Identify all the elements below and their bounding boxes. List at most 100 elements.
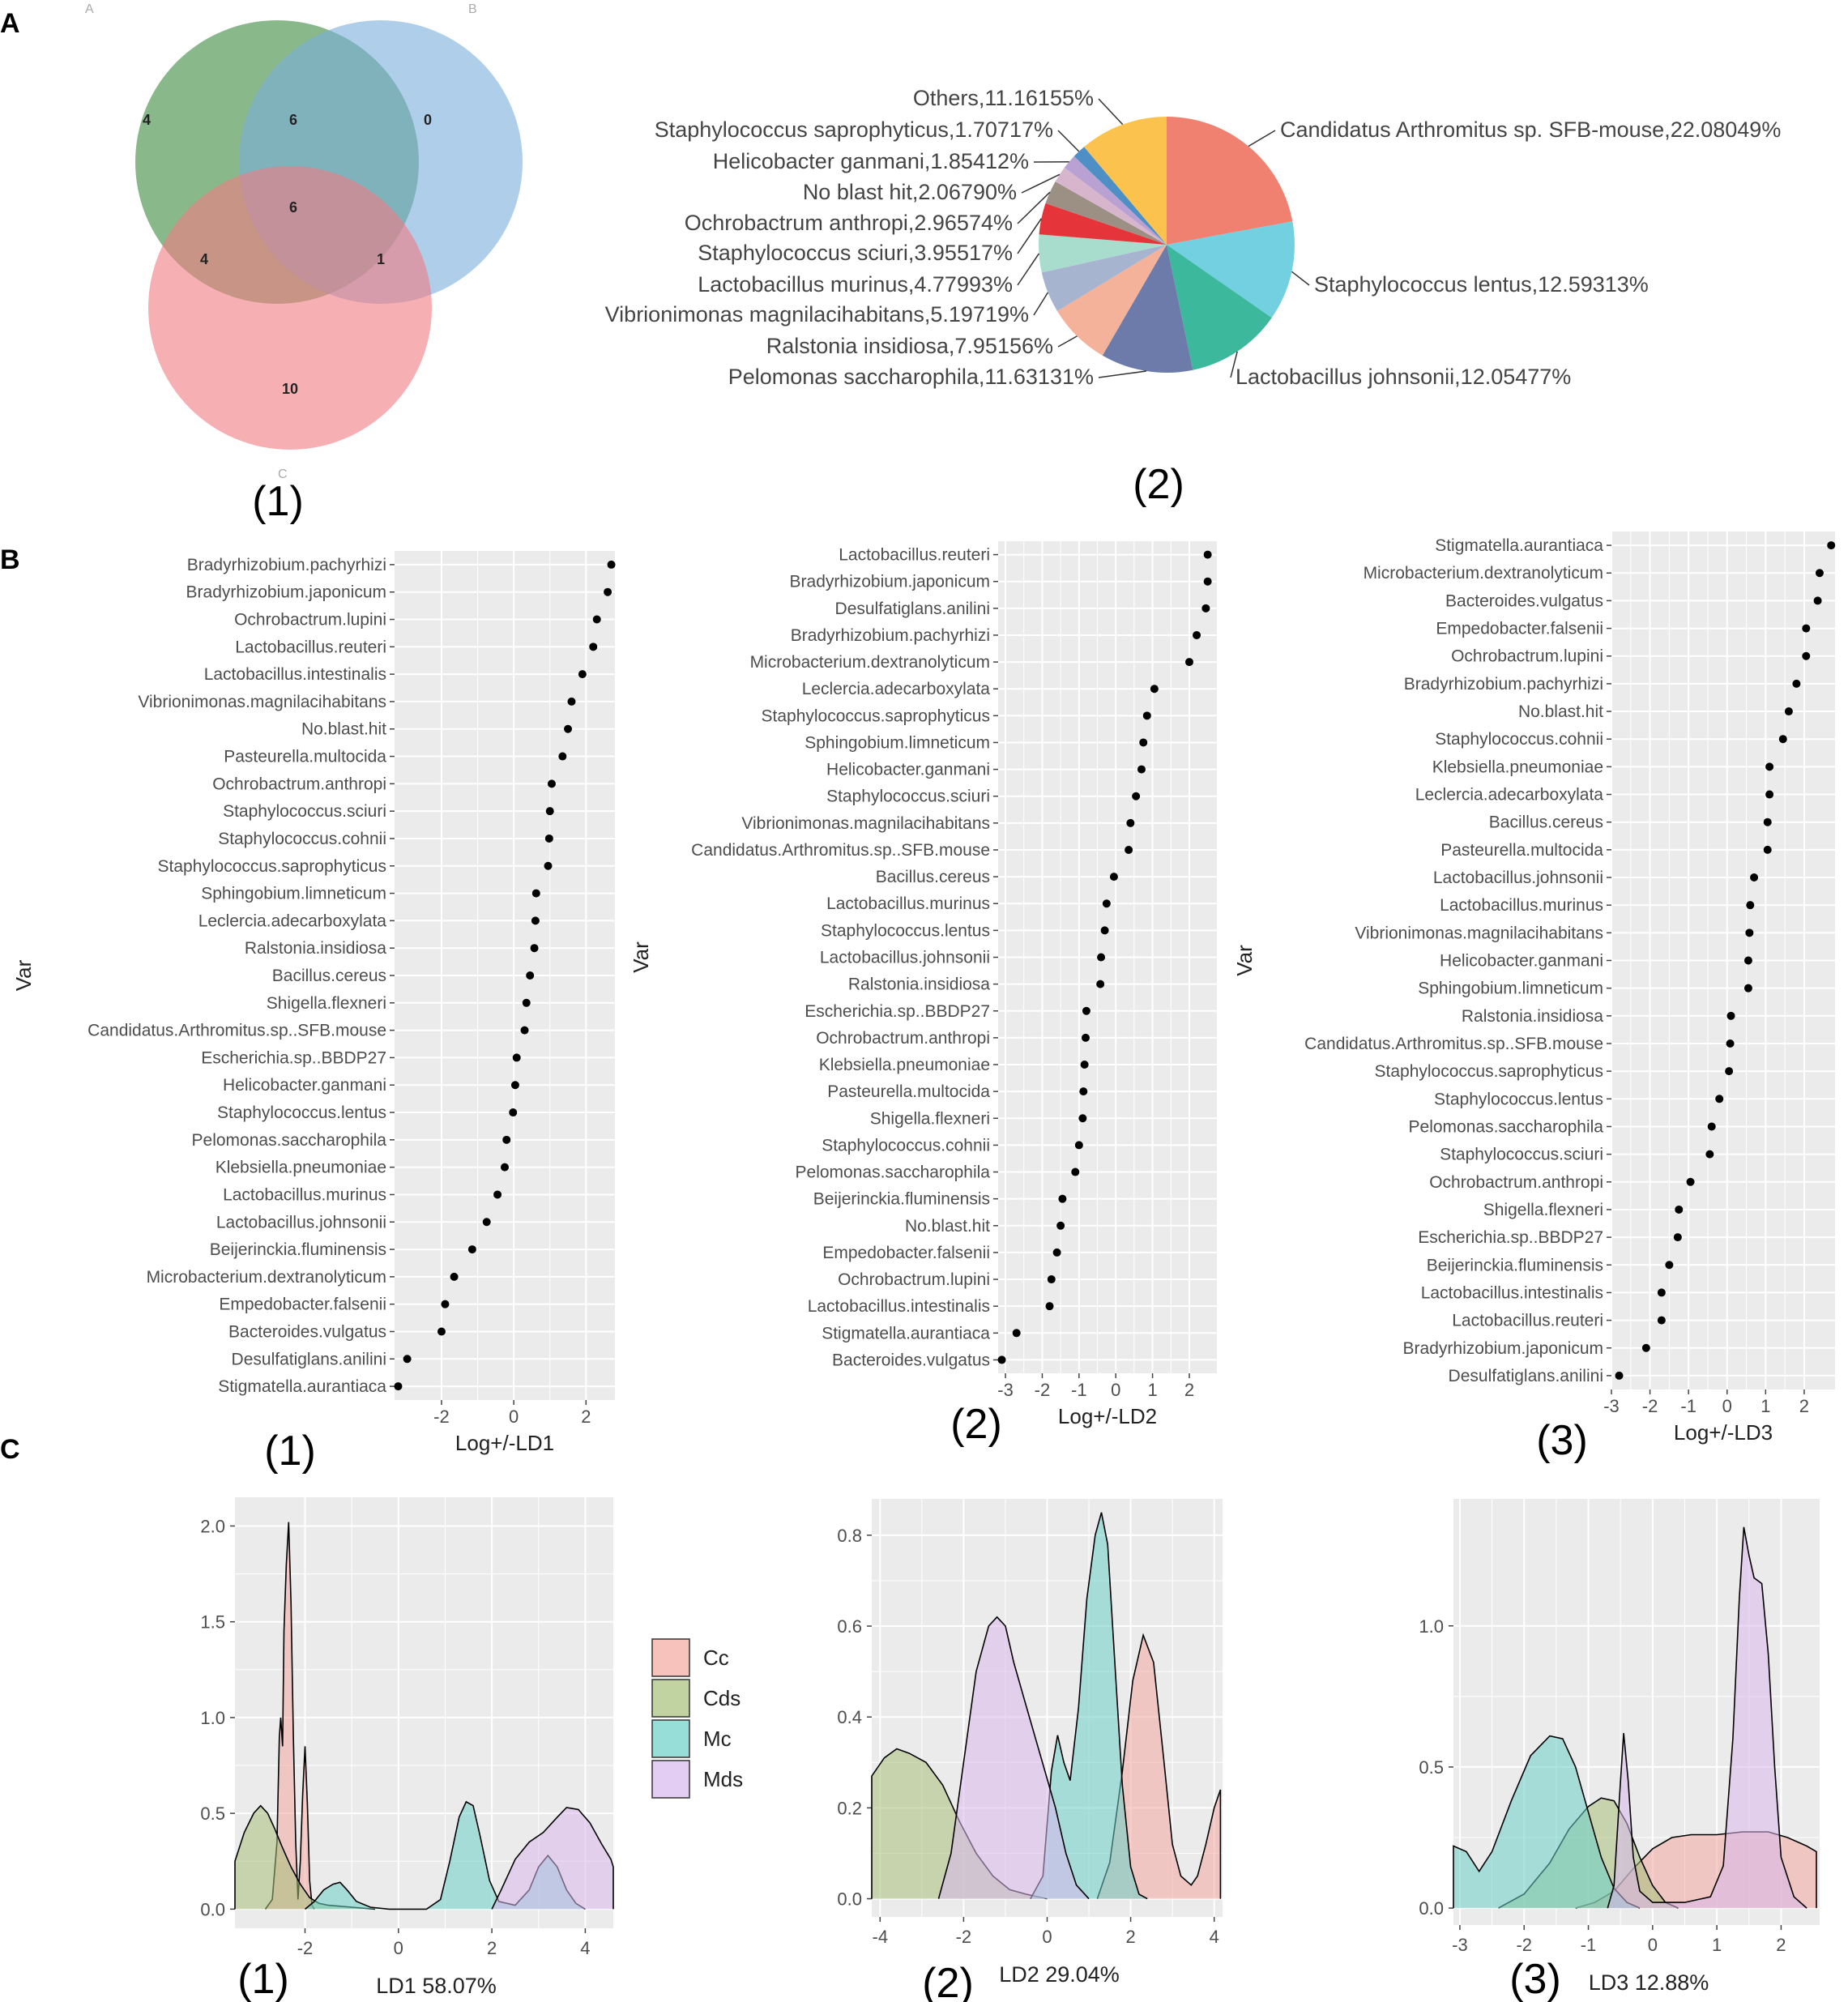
x-tick-label: -1 bbox=[1071, 1380, 1087, 1400]
data-point bbox=[1126, 818, 1135, 827]
y-tick-label: 2.0 bbox=[200, 1516, 225, 1536]
data-point bbox=[1765, 790, 1774, 799]
data-point bbox=[589, 642, 598, 651]
x-tick-label: 1 bbox=[1147, 1380, 1157, 1400]
data-point bbox=[1150, 685, 1159, 694]
x-tick-label: -2 bbox=[433, 1407, 450, 1427]
y-tick-label: Staphylococcus.lentus bbox=[1434, 1090, 1603, 1108]
lda-dotplot-1: -2 0 2 Bradyrhizobium.pachyrhizi Bradyrhizob… bbox=[11, 551, 616, 1475]
x-tick-label: -2 bbox=[1035, 1380, 1051, 1400]
y-tick-label: Staphylococcus.sciuri bbox=[826, 788, 990, 806]
data-point bbox=[1641, 1343, 1650, 1352]
y-tick-label: 0.0 bbox=[200, 1899, 225, 1919]
data-point bbox=[510, 1081, 519, 1090]
y-tick-label: Sphingobium.limneticum bbox=[201, 885, 386, 903]
x-axis-label: LD1 58.07% bbox=[376, 1974, 497, 1998]
y-axis-label: Var bbox=[1232, 945, 1257, 976]
pie-leader-line bbox=[1017, 218, 1042, 254]
x-axis-label: Log+/-LD2 bbox=[1058, 1404, 1157, 1428]
data-point bbox=[1203, 577, 1212, 586]
y-tick-label: Lactobacillus.johnsonii bbox=[216, 1213, 386, 1232]
data-point bbox=[1705, 1150, 1714, 1159]
y-tick-label: 1.0 bbox=[1419, 1616, 1444, 1637]
x-tick-label: -3 bbox=[1452, 1935, 1468, 1955]
x-tick-label: 0 bbox=[1042, 1927, 1052, 1947]
subpanel-caption: (1) bbox=[264, 1428, 316, 1475]
density-curve-mds bbox=[491, 1807, 614, 1910]
y-tick-label: Leclercia.adecarboxylata bbox=[198, 911, 387, 930]
y-tick-label: 0.4 bbox=[837, 1707, 862, 1727]
y-tick-label: Lactobacillus.intestinalis bbox=[808, 1297, 990, 1316]
legend-label: Cds bbox=[703, 1686, 740, 1710]
venn-count-c-only: 10 bbox=[282, 381, 298, 397]
y-tick-label: Bradyrhizobium.japonicum bbox=[790, 573, 990, 591]
y-axis-label: Var bbox=[629, 941, 653, 973]
data-point bbox=[1142, 711, 1151, 720]
data-point bbox=[482, 1218, 491, 1227]
x-tick-label: -3 bbox=[1603, 1396, 1620, 1416]
x-tick-label: -2 bbox=[956, 1927, 972, 1947]
data-point bbox=[531, 916, 540, 925]
data-point bbox=[1071, 1167, 1080, 1176]
y-tick-label: Vibrionimonas.magnilacihabitans bbox=[138, 693, 386, 711]
y-tick-label: Empedobacter.falsenii bbox=[219, 1296, 386, 1314]
y-tick-label: Escherichia.sp..BBDP27 bbox=[201, 1048, 386, 1067]
y-tick-label: Candidatus.Arthromitus.sp..SFB.mouse bbox=[1304, 1035, 1603, 1053]
y-tick-label: Desulfatiglans.anilini bbox=[1449, 1367, 1603, 1385]
pie-slice bbox=[1167, 245, 1272, 370]
data-point bbox=[441, 1300, 450, 1308]
y-tick-label: Helicobacter.ganmani bbox=[1440, 952, 1603, 971]
data-point bbox=[1097, 953, 1106, 962]
data-point bbox=[1193, 630, 1201, 639]
subpanel-caption: (1) bbox=[237, 1956, 289, 2002]
data-point bbox=[1109, 873, 1118, 881]
x-tick-label: 2 bbox=[1776, 1935, 1786, 1955]
data-point bbox=[1765, 762, 1774, 771]
y-tick-label: Ralstonia.insidiosa bbox=[245, 939, 386, 958]
y-tick-label: Staphylococcus.cohnii bbox=[822, 1136, 990, 1155]
data-point bbox=[1675, 1205, 1684, 1214]
data-point bbox=[1074, 1141, 1083, 1150]
y-tick-label: Lactobacillus.intestinalis bbox=[1421, 1283, 1603, 1302]
y-tick-label: Beijerinckia.fluminensis bbox=[210, 1240, 386, 1259]
pie-leader-line bbox=[1033, 292, 1049, 316]
pie-leader-line bbox=[1098, 98, 1124, 126]
x-tick-label: 0 bbox=[394, 1938, 403, 1958]
density-curve-mds bbox=[937, 1616, 1090, 1900]
y-tick-label: Ochrobactrum.lupini bbox=[234, 611, 386, 630]
y-tick-label: Staphylococcus.sciuri bbox=[1440, 1146, 1603, 1164]
pie-slice bbox=[1073, 147, 1167, 245]
y-tick-label: Empedobacter.falsenii bbox=[822, 1244, 990, 1262]
y-tick-label: Shigella.flexneri bbox=[267, 994, 386, 1013]
data-point bbox=[1078, 1114, 1087, 1123]
y-axis-label: Var bbox=[11, 959, 36, 991]
pie-leader-line bbox=[1057, 335, 1078, 348]
pie-slice bbox=[1167, 221, 1295, 318]
x-tick-label: -2 bbox=[1516, 1935, 1532, 1955]
y-tick-label: Staphylococcus.cohnii bbox=[1435, 730, 1603, 749]
legend-label: Mc bbox=[703, 1727, 732, 1751]
data-point bbox=[1763, 845, 1772, 854]
lda-dotplot-2: -3 -2 -1 0 1 2 Lactobacillus.reuteri Bradyrhizo… bbox=[629, 541, 1217, 1448]
pie-leader-line bbox=[1291, 271, 1310, 286]
y-tick-label: Pasteurella.multocida bbox=[1440, 841, 1603, 860]
y-tick-label: Escherichia.sp..BBDP27 bbox=[1418, 1228, 1603, 1247]
y-tick-label: Bacteroides.vulgatus bbox=[1445, 591, 1603, 610]
y-tick-label: Bradyrhizobium.japonicum bbox=[186, 583, 386, 602]
y-tick-label: Bacillus.cereus bbox=[1489, 813, 1603, 832]
venn-caption: (1) bbox=[252, 478, 304, 525]
data-point bbox=[512, 1053, 521, 1062]
y-tick-label: Ochrobactrum.lupini bbox=[838, 1270, 990, 1289]
pie-slice bbox=[1057, 245, 1167, 356]
pie-leader-line bbox=[1230, 351, 1238, 378]
legend-swatch bbox=[651, 1760, 690, 1799]
density-curve-mc bbox=[1030, 1512, 1148, 1900]
y-tick-label: Stigmatella.aurantiaca bbox=[822, 1324, 990, 1342]
y-tick-label: Bradyrhizobium.pachyrhizi bbox=[1404, 675, 1603, 694]
subpanel-caption: (2) bbox=[922, 1960, 974, 2002]
data-point bbox=[509, 1108, 518, 1117]
data-point bbox=[1137, 765, 1146, 774]
data-point bbox=[1052, 1248, 1061, 1257]
data-point bbox=[493, 1190, 502, 1199]
data-point bbox=[997, 1355, 1006, 1364]
